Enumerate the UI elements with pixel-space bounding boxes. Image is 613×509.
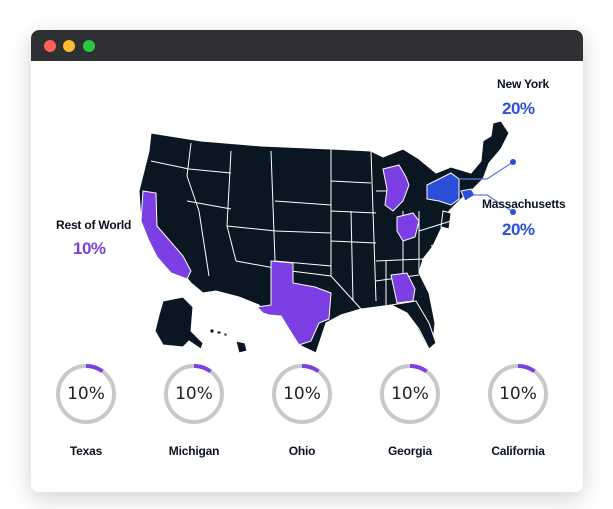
us-states-map [138,120,516,354]
ring-label: Texas [69,444,103,458]
ring-value: 10% [391,384,429,404]
ring-card-ohio: 10% Ohio [264,362,340,458]
ring-progress-arc [380,364,440,424]
ring-value: 10% [499,384,537,404]
state-new-york[interactable] [426,172,460,206]
ring-progress-arc [272,364,332,424]
window-titlebar [31,30,583,61]
minimize-window-button[interactable] [63,40,75,52]
progress-ring [488,364,548,424]
ring-progress-arc [56,364,116,424]
new-york-callout-dot [510,159,516,165]
contiguous-us-shape [138,120,510,354]
maximize-window-button[interactable] [83,40,95,52]
ring-label: Ohio [288,444,316,458]
state-ohio[interactable] [396,212,420,242]
close-window-button[interactable] [44,40,56,52]
callout-value-massachusetts: 20% [502,220,535,239]
state-borders [150,142,452,310]
ring-value: 10% [283,384,321,404]
callout-value-rest-of-world: 10% [73,239,106,258]
ring-progress-arc [488,364,548,424]
new-jersey-shape [440,210,452,230]
progress-ring [164,364,224,424]
browser-window: New York 20% Massachusetts 20% Rest of W… [31,30,583,492]
state-california[interactable] [140,190,192,280]
ring-card-georgia: 10% Georgia [372,362,448,458]
state-massachusetts[interactable] [460,188,476,202]
ring-label: Michigan [168,444,220,458]
massachusetts-callout-dot [510,209,516,215]
progress-ring [272,364,332,424]
ring-value: 10% [67,384,105,404]
callout-value-new-york: 20% [502,99,535,118]
massachusetts-callout-line [473,194,514,213]
ring-card-michigan: 10% Michigan [156,362,232,458]
us-map-base [138,120,510,354]
florida-shape [389,300,437,350]
progress-ring [380,364,440,424]
callout-lines [459,161,514,213]
state-michigan[interactable] [382,164,410,212]
progress-ring [56,364,116,424]
ring-label: Georgia [388,444,432,458]
ring-value: 10% [175,384,213,404]
callout-label-rest-of-world: Rest of World [56,218,132,232]
hawaii-shape [209,328,248,354]
state-georgia[interactable] [390,272,416,304]
callout-label-new-york: New York [497,77,549,91]
alaska-shape [154,296,204,350]
ring-progress-arc [164,364,224,424]
callout-label-massachusetts: Massachusetts [482,197,566,211]
ring-card-california: 10% California [480,362,556,458]
ring-label: California [491,444,545,458]
ring-card-texas: 10% Texas [48,362,124,458]
new-york-callout-line [459,161,514,180]
state-texas[interactable] [255,260,332,346]
